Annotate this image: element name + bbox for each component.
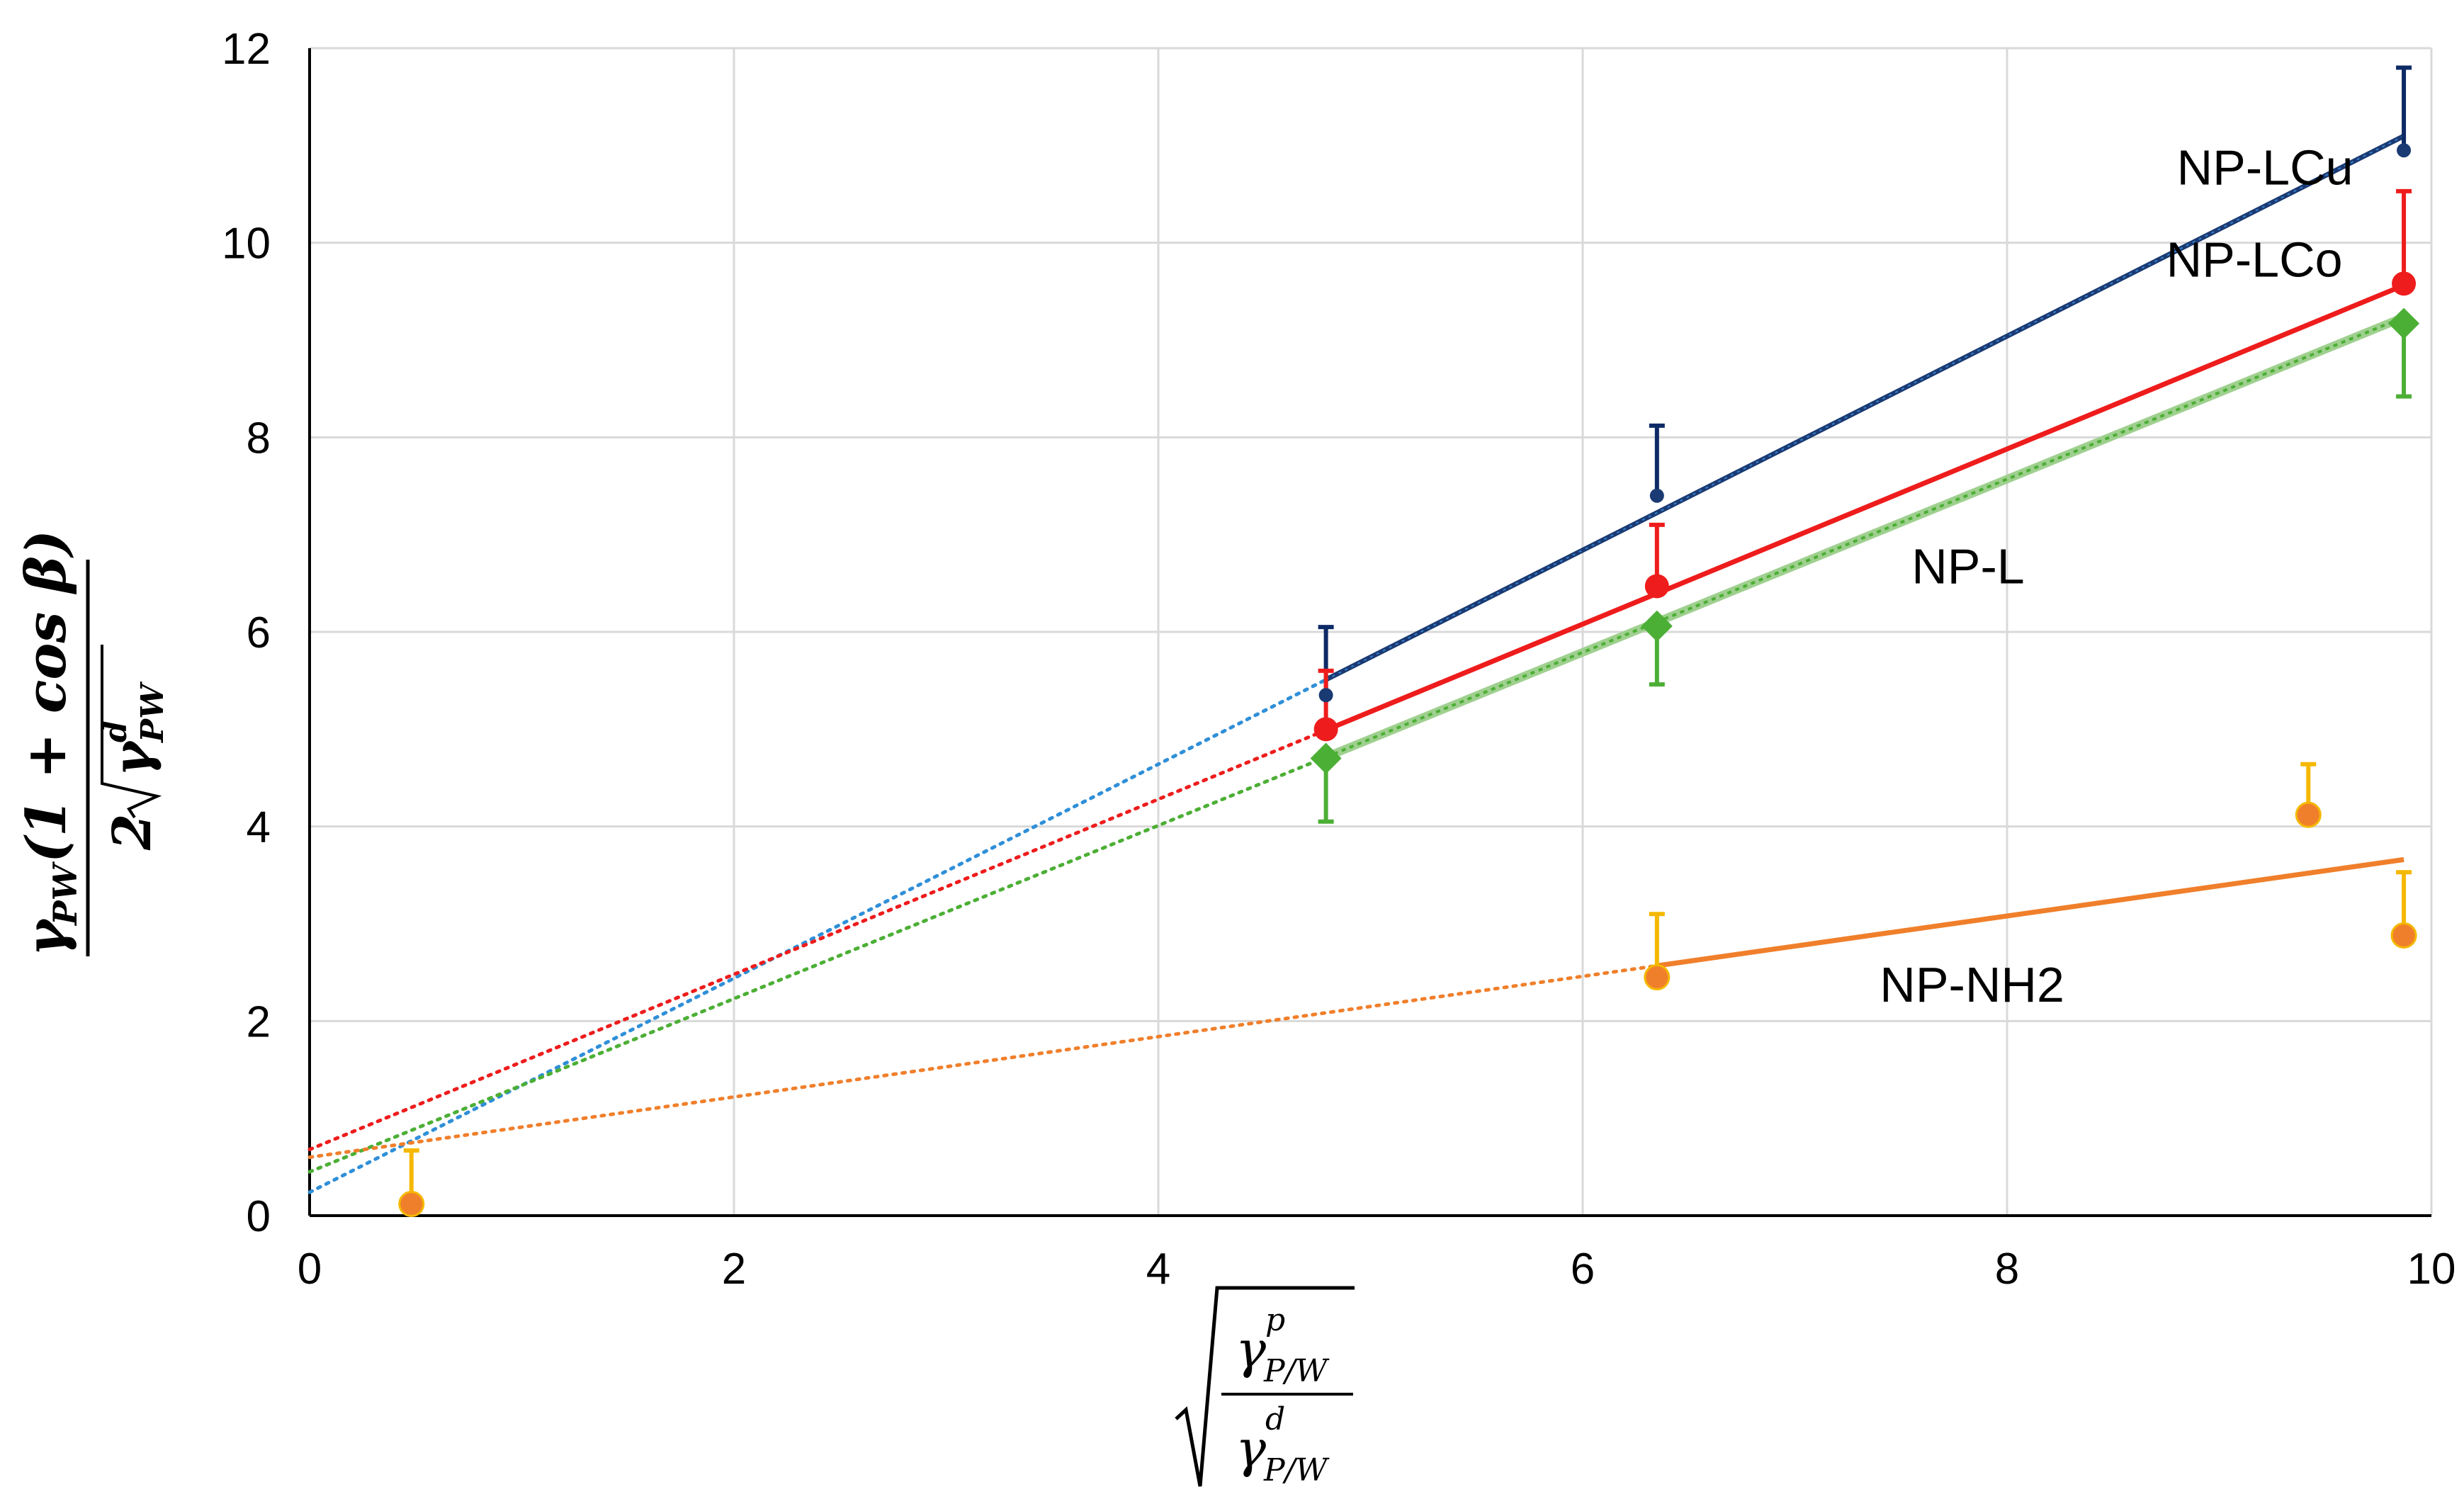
x-label-sub-den: P/W [1263, 1452, 1330, 1488]
data-point [2392, 271, 2417, 296]
series-labels: NP-LCu NP-LCo NP-L NP-NH2 [1880, 140, 2353, 1012]
y-tick-label: 6 [247, 609, 271, 657]
y-axis-label: γ PW (1 + cos β) 2 γ d PW [14, 530, 171, 956]
series-label: NP-LCo [2166, 232, 2343, 288]
data-points [398, 143, 2420, 1218]
data-point [1649, 488, 1664, 503]
y-tick-label: 12 [222, 25, 271, 74]
y-label-den-gamma: γ [102, 740, 163, 776]
x-tick-label: 0 [298, 1245, 322, 1294]
y-label-gamma: γ [14, 917, 79, 956]
data-point [1644, 964, 1671, 991]
trendline [1325, 283, 2405, 732]
data-point [2390, 922, 2417, 949]
y-label-den-two: 2 [102, 814, 163, 852]
data-point [1641, 610, 1673, 642]
x-tick-label: 4 [1146, 1245, 1170, 1294]
data-point [1644, 574, 1669, 599]
data-point [1310, 742, 1342, 774]
y-tick-label: 2 [247, 997, 271, 1046]
x-tick-label: 2 [722, 1245, 746, 1294]
x-label-sup-d: d [1265, 1401, 1285, 1437]
y-label-num-rest: (1 + cos β) [14, 530, 79, 863]
trendline-extrapolation [307, 728, 1328, 1152]
series-label: NP-LCu [2177, 140, 2353, 195]
axes [308, 48, 2431, 1217]
trendline-extrapolation [307, 755, 1328, 1174]
x-axis-label: γ p P/W γ d P/W [1175, 1286, 1355, 1488]
data-point [398, 1191, 425, 1218]
data-point [1318, 688, 1333, 703]
x-tick-label: 8 [1995, 1245, 2019, 1294]
x-label-sup-p: p [1265, 1302, 1285, 1338]
trendline-extrapolation [307, 963, 1659, 1160]
series-label: NP-NH2 [1880, 957, 2064, 1012]
y-tick-label: 8 [247, 414, 271, 463]
fit-lines [307, 133, 2406, 1194]
trendline [1656, 856, 2404, 968]
x-label-sub-num: P/W [1263, 1353, 1330, 1389]
grid [310, 47, 2433, 1216]
y-tick-label: 0 [247, 1192, 271, 1241]
data-point [2295, 801, 2322, 828]
x-tick-label: 10 [2407, 1245, 2456, 1294]
y-label-den-sup: d [98, 720, 134, 742]
y-tick-label: 10 [222, 220, 271, 268]
tick-labels: 0 2 4 6 8 10 0 2 4 6 8 10 12 [222, 25, 2455, 1294]
data-point [1313, 717, 1338, 742]
trendline-overlay [1326, 135, 2404, 681]
x-tick-label: 6 [1571, 1245, 1595, 1294]
trendline [1325, 315, 2404, 759]
data-point [2397, 143, 2412, 158]
x-label-gamma-num: γ [1236, 1320, 1267, 1379]
y-tick-label: 4 [247, 803, 271, 852]
series-label: NP-L [1911, 538, 2024, 594]
x-label-gamma-den: γ [1236, 1419, 1267, 1478]
trendline-extrapolation [307, 677, 1328, 1194]
y-label-sub: PW [46, 861, 84, 927]
error-bars [403, 65, 2412, 1204]
data-point [2388, 307, 2420, 339]
y-label-den-sub: PW [135, 681, 171, 744]
